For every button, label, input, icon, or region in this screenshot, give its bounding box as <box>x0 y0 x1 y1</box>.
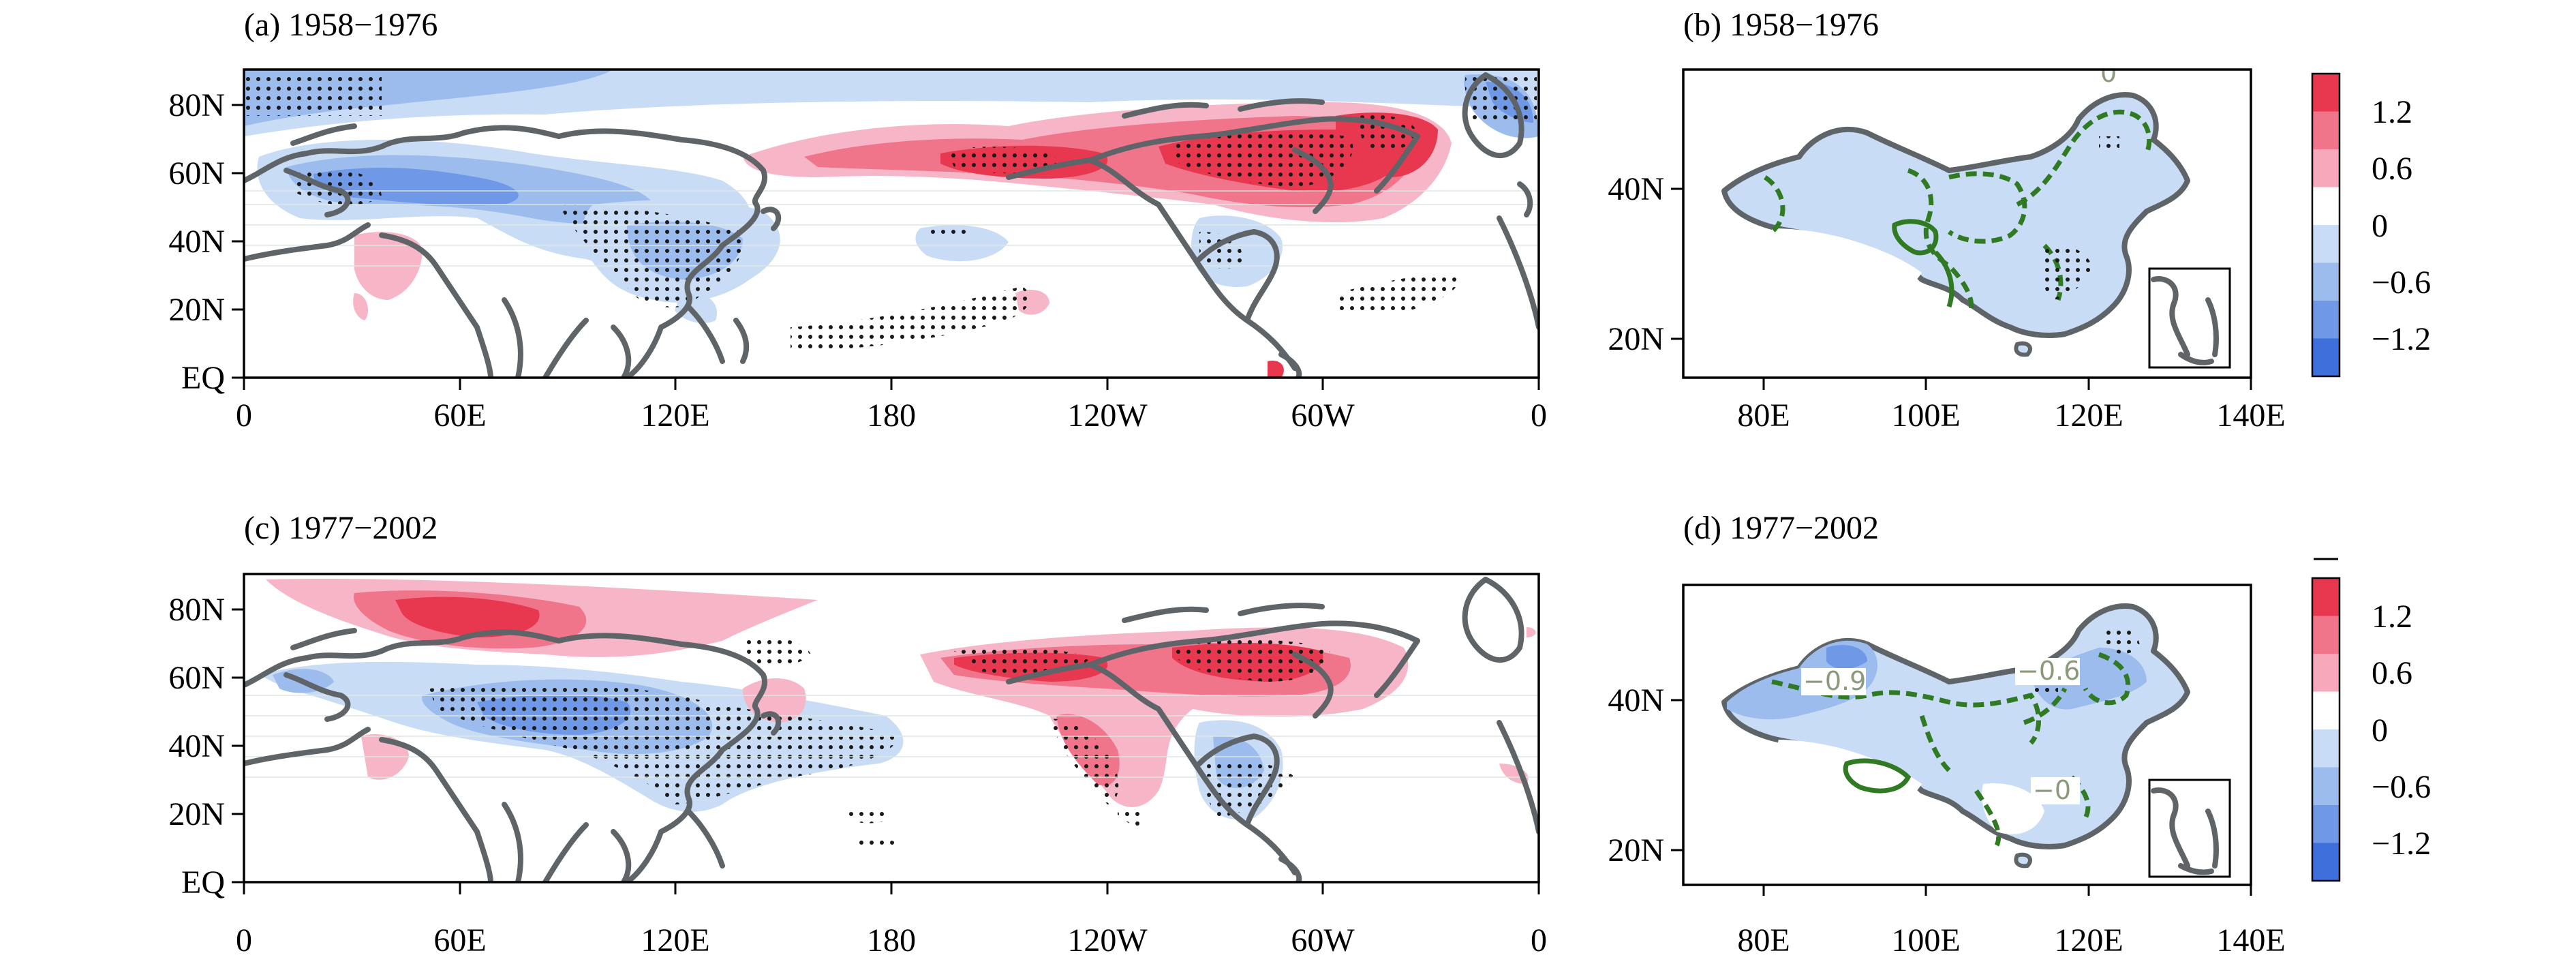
colorbar-swatch <box>2312 767 2340 806</box>
panel-b-field: 0 <box>1683 58 2251 378</box>
colorbar-swatch <box>2312 729 2340 768</box>
colorbar-swatch <box>2312 149 2340 187</box>
china-lat-tick-20n: 20N <box>1608 321 1664 357</box>
china-lon-tick-80e: 80E <box>1737 922 1790 959</box>
lat-tick-60n: 60N <box>168 155 225 192</box>
lat-tick-eq: EQ <box>181 864 225 901</box>
panel-d: (d) 1977−2002 <box>1608 510 2285 959</box>
panel-d-lat-ticks: 40N 20N <box>1608 682 1683 869</box>
china-lat-tick-20n: 20N <box>1608 832 1664 869</box>
colorbar-bottom-labels: 1.2 0.6 0 −0.6 −1.2 <box>2372 599 2431 862</box>
panel-c-lat-ticks: 80N 60N 40N 20N EQ <box>168 592 244 901</box>
cbar-bot-label-1-2: 1.2 <box>2372 599 2412 635</box>
china-lon-tick-80e: 80E <box>1737 397 1790 434</box>
china-lon-tick-140e: 140E <box>2216 922 2285 959</box>
lon-tick-120e: 120E <box>641 397 709 434</box>
panel-c-field <box>244 574 1539 882</box>
colorbar-swatch <box>2312 654 2340 692</box>
lon-tick-0: 0 <box>236 922 252 959</box>
panel-d-lon-ticks: 80E 100E 120E 140E <box>1737 885 2286 959</box>
cbar-top-label-0-6: 0.6 <box>2372 151 2412 187</box>
colorbar-swatch <box>2312 111 2340 150</box>
contour-label-d-neg0: −0 <box>2033 775 2071 805</box>
china-lon-tick-100e: 100E <box>1891 397 1960 434</box>
lat-tick-80n: 80N <box>168 592 225 628</box>
panel-b-title: (b) 1958−1976 <box>1683 7 1879 43</box>
colorbar-bottom-swatches <box>2312 578 2340 881</box>
lat-tick-40n: 40N <box>168 224 225 260</box>
panel-c-title: (c) 1977−2002 <box>244 510 438 546</box>
colorbar-swatch <box>2312 187 2340 226</box>
colorbar-top-swatches <box>2312 74 2340 377</box>
lon-tick-0-end: 0 <box>1531 922 1547 959</box>
colorbar-top: 1.2 0.6 0 −0.6 −1.2 <box>2311 72 2431 378</box>
lon-tick-60w: 60W <box>1291 922 1355 959</box>
colorbar-swatch <box>2312 616 2340 654</box>
panel-a-title: (a) 1958−1976 <box>244 7 438 43</box>
cbar-bot-label-0: 0 <box>2372 712 2388 749</box>
colorbar-bottom: 1.2 0.6 0 −0.6 −1.2 <box>2311 558 2431 882</box>
contour-label-d-neg09: −0.9 <box>1803 666 1866 696</box>
panel-b: (b) 1958−1976 0 <box>1608 7 2285 434</box>
lon-tick-60e: 60E <box>433 397 486 434</box>
china-lon-tick-100e: 100E <box>1891 922 1960 959</box>
lon-tick-180: 180 <box>867 922 916 959</box>
colorbar-swatch <box>2312 262 2340 301</box>
lat-tick-60n: 60N <box>168 660 225 696</box>
cbar-bot-label-neg0-6: −0.6 <box>2372 769 2431 805</box>
panel-b-frame <box>1682 68 2252 379</box>
china-lon-tick-120e: 120E <box>2054 397 2123 434</box>
panel-a: (a) 1958−1976 <box>168 7 1547 434</box>
colorbar-swatch <box>2312 578 2340 616</box>
panel-b-lat-ticks: 40N 20N <box>1608 171 1683 357</box>
china-lon-tick-140e: 140E <box>2216 397 2285 434</box>
panel-c: (c) 1977−2002 <box>168 510 1547 959</box>
panel-d-field: −0.9 −0.6 −0 <box>1683 585 2251 885</box>
china-lat-tick-40n: 40N <box>1608 682 1664 719</box>
panel-a-lon-ticks: 0 60E 120E 180 120W 60W 0 <box>236 378 1547 434</box>
cbar-top-label-0: 0 <box>2372 208 2388 244</box>
china-lat-tick-40n: 40N <box>1608 171 1664 207</box>
contour-label-b-0: 0 <box>2100 58 2117 88</box>
cbar-top-label-1-2: 1.2 <box>2372 94 2412 130</box>
lon-tick-180: 180 <box>867 397 916 434</box>
china-lon-tick-120e: 120E <box>2054 922 2123 959</box>
lat-tick-80n: 80N <box>168 87 225 123</box>
lon-tick-120w: 120W <box>1067 397 1148 434</box>
lon-tick-120e: 120E <box>641 922 709 959</box>
colorbar-swatch <box>2312 225 2340 263</box>
colorbar-swatch <box>2312 691 2340 730</box>
colorbar-top-labels: 1.2 0.6 0 −0.6 −1.2 <box>2372 94 2431 357</box>
panel-a-lat-ticks: 80N 60N 40N 20N EQ <box>168 87 244 396</box>
cbar-top-label-neg1-2: −1.2 <box>2372 321 2431 357</box>
lat-tick-20n: 20N <box>168 796 225 832</box>
lat-tick-eq: EQ <box>181 360 225 396</box>
panel-a-field <box>244 70 1539 378</box>
panel-d-frame <box>1682 584 2252 886</box>
lat-tick-40n: 40N <box>168 728 225 764</box>
lon-tick-60w: 60W <box>1291 397 1355 434</box>
panel-b-lon-ticks: 80E 100E 120E 140E <box>1737 378 2286 434</box>
cbar-bot-label-neg1-2: −1.2 <box>2372 826 2431 862</box>
lon-tick-0: 0 <box>236 397 252 434</box>
lat-tick-20n: 20N <box>168 292 225 328</box>
colorbar-swatch <box>2312 338 2340 377</box>
colorbar-swatch <box>2312 843 2340 881</box>
contour-label-d-neg06: −0.6 <box>2017 656 2080 686</box>
panel-c-lon-ticks: 0 60E 120E 180 120W 60W 0 <box>236 882 1547 959</box>
cbar-top-label-neg0-6: −0.6 <box>2372 265 2431 301</box>
lon-tick-0-end: 0 <box>1531 397 1547 434</box>
colorbar-swatch <box>2312 301 2340 339</box>
colorbar-swatch <box>2312 805 2340 843</box>
colorbar-swatch <box>2312 74 2340 112</box>
cbar-bot-label-0-6: 0.6 <box>2372 655 2412 691</box>
panel-d-title: (d) 1977−2002 <box>1683 510 1879 546</box>
lon-tick-60e: 60E <box>433 922 486 959</box>
lon-tick-120w: 120W <box>1067 922 1148 959</box>
